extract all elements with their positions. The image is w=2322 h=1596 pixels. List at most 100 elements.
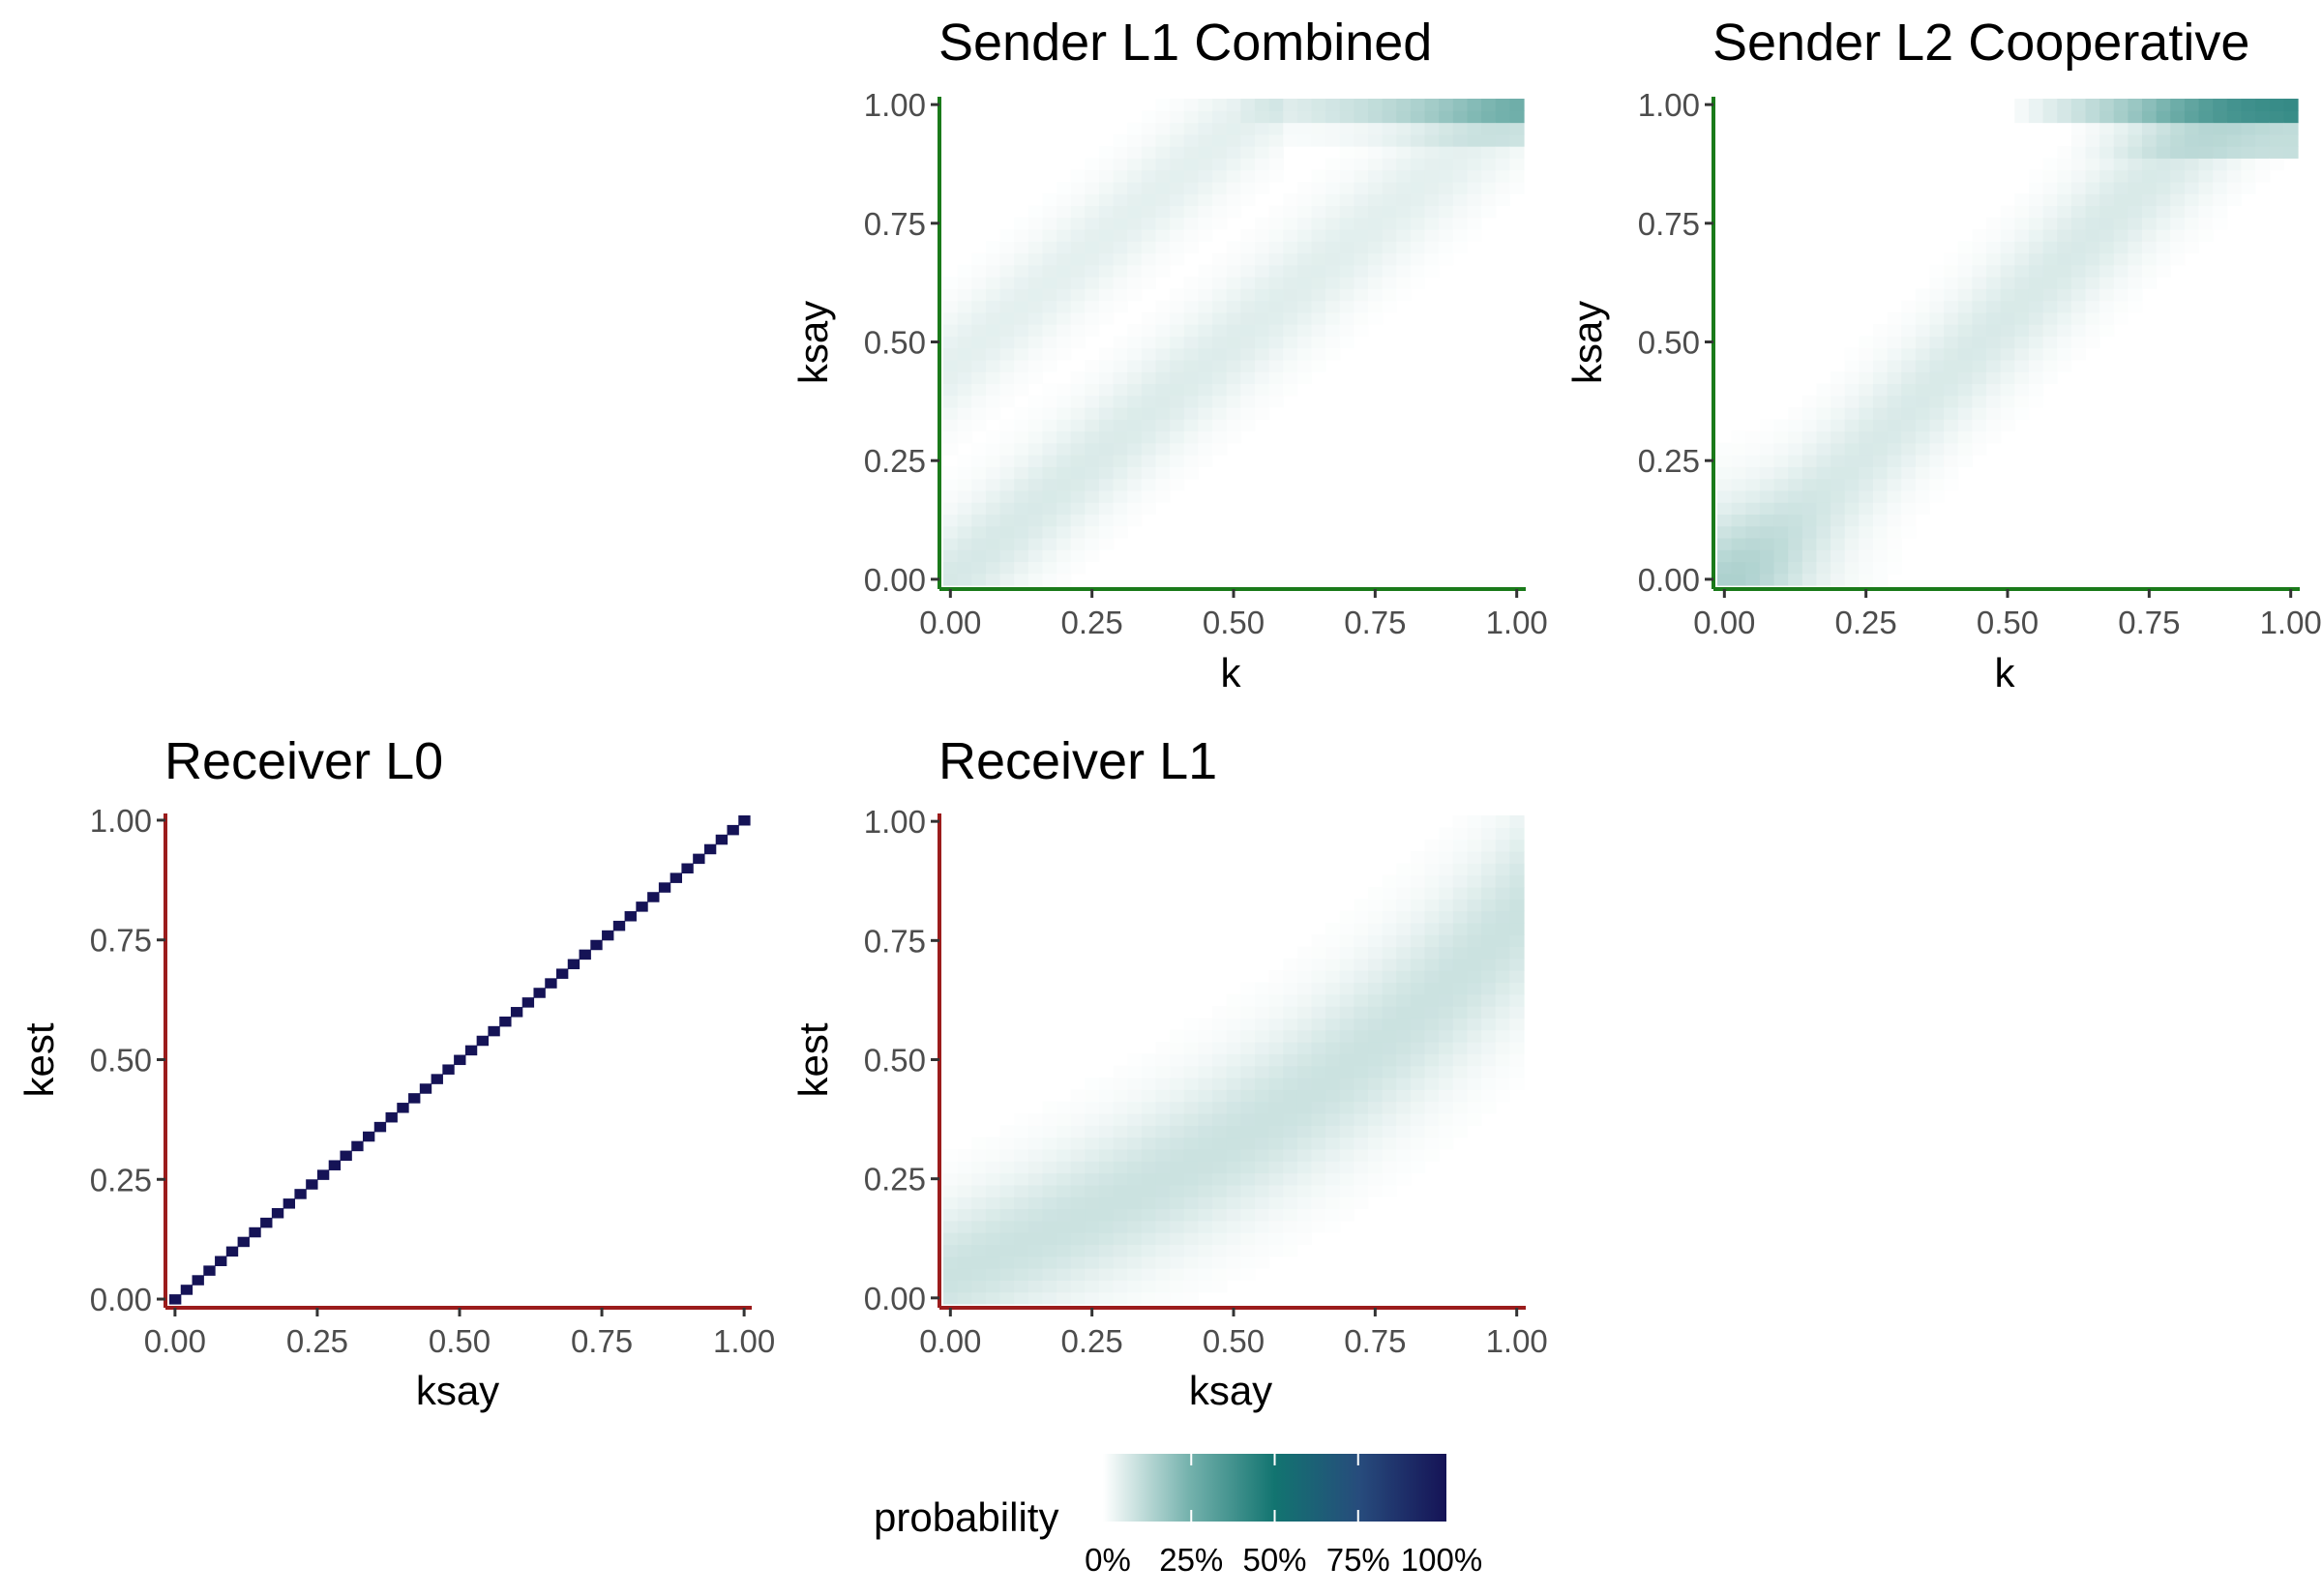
heatmap-cell (1325, 958, 1341, 971)
heatmap-cell (1283, 1018, 1298, 1031)
heatmap-cell (1396, 110, 1412, 124)
heatmap-cell (1027, 406, 1044, 420)
heatmap-cell (1915, 311, 1931, 325)
heatmap-cell (1042, 1197, 1057, 1210)
heatmap-cell (1368, 99, 1384, 111)
heatmap-cell (556, 968, 569, 979)
heatmap-cell (985, 359, 1001, 372)
heatmap-cell (1452, 1053, 1469, 1067)
heatmap-cell (1113, 525, 1128, 539)
heatmap-cell (1354, 110, 1369, 124)
heatmap-cells (943, 815, 1525, 1305)
heatmap-cell (999, 300, 1015, 313)
heatmap-cell (1183, 146, 1200, 159)
heatmap-cell (1070, 466, 1086, 480)
heatmap-cell (1155, 1256, 1171, 1269)
heatmap-cell (2000, 277, 2015, 289)
heatmap-cell (1339, 252, 1354, 266)
heatmap-cell (1717, 442, 1733, 456)
heatmap-cell (2057, 252, 2072, 266)
heatmap-cell (1268, 1006, 1284, 1019)
heatmap-cell (2170, 99, 2186, 111)
heatmap-cell (1396, 886, 1412, 900)
heatmap-cell (985, 442, 1001, 456)
heatmap-cell (1141, 277, 1157, 289)
heatmap-cell (1098, 1161, 1115, 1174)
heatmap-cell (2128, 228, 2143, 242)
heatmap-cell (1382, 1161, 1397, 1174)
heatmap-cell (1495, 1029, 1510, 1043)
heatmap-cell (1183, 217, 1200, 230)
heatmap-cell (1212, 383, 1228, 397)
heatmap-cell (2070, 205, 2087, 219)
heatmap-cell (1944, 419, 1959, 432)
heatmap-cell (1014, 1280, 1029, 1293)
heatmap-cell (1212, 169, 1228, 183)
heatmap-cell (1226, 1042, 1241, 1054)
heatmap-cell (1368, 1089, 1384, 1103)
heatmap-cell (1155, 406, 1171, 420)
heatmap-cell (1127, 133, 1143, 147)
heatmap-cell (1014, 561, 1029, 575)
heatmap-cell (1027, 205, 1044, 219)
heatmap-cell (1141, 1089, 1157, 1103)
heatmap-cell (1070, 228, 1086, 242)
heatmap-cell (985, 1280, 1001, 1293)
heatmap-cell (1014, 371, 1029, 385)
heatmap-cell (1986, 252, 2002, 266)
heatmap-cell (340, 1150, 352, 1162)
heatmap-cell (999, 241, 1015, 254)
heatmap-cell (943, 277, 959, 289)
heatmap-cell (1141, 1208, 1157, 1222)
heatmap-cell (2213, 122, 2228, 135)
heatmap-cell (1844, 430, 1860, 444)
heatmap-cell (1354, 288, 1369, 302)
heatmap-cell (1410, 886, 1426, 900)
heatmap-cell (1014, 241, 1029, 254)
heatmap-cell (1354, 1148, 1369, 1162)
heatmap-cell (1382, 1065, 1397, 1079)
heatmap-cell (1226, 311, 1241, 325)
heatmap-cell (1027, 537, 1044, 550)
heatmap-cell (1467, 205, 1482, 219)
heatmap-cell (1070, 193, 1086, 207)
heatmap-cell (943, 525, 959, 539)
heatmap-cell (1439, 1125, 1454, 1138)
heatmap-cell (2198, 217, 2214, 230)
heatmap-cell (957, 1161, 972, 1174)
heatmap-cell (1212, 336, 1228, 349)
heatmap-cell (1325, 922, 1341, 935)
heatmap-cell (1098, 205, 1115, 219)
heatmap-cell (1127, 1197, 1143, 1210)
heatmap-cell (1198, 1232, 1213, 1246)
heatmap-cell (1481, 1065, 1497, 1079)
heatmap-cell (1283, 1244, 1298, 1257)
heatmap-cell (1972, 311, 1987, 325)
heatmap-cell (1368, 252, 1384, 266)
heatmap-cell (1901, 324, 1917, 337)
heatmap-cell (1986, 371, 2002, 385)
heatmap-cell (1396, 277, 1412, 289)
heatmap-cell (999, 561, 1015, 575)
heatmap-cell (2070, 324, 2087, 337)
heatmap-cell (1396, 899, 1412, 912)
heatmap-cell (1226, 122, 1241, 135)
heatmap-cell (1410, 193, 1426, 207)
heatmap-cell (2014, 383, 2030, 397)
heatmap-cell (1831, 514, 1846, 527)
heatmap-cell (1424, 133, 1440, 147)
x-tick-label: 0.50 (1203, 605, 1265, 640)
heatmap-cell (1424, 934, 1440, 948)
heatmap-cell (1198, 1280, 1213, 1293)
heatmap-cell (1452, 910, 1469, 924)
heatmap-cell (1254, 1077, 1270, 1090)
heatmap-cell (1240, 982, 1256, 995)
heatmap-cell (985, 371, 1001, 385)
heatmap-cell (1495, 1065, 1510, 1079)
heatmap-cell (1183, 1137, 1200, 1150)
heatmap-cell (1368, 133, 1384, 147)
heatmap-cell (2057, 169, 2072, 183)
heatmap-cell (1467, 934, 1482, 948)
heatmap-cell (1325, 193, 1341, 207)
heatmap-cell (957, 1232, 972, 1246)
